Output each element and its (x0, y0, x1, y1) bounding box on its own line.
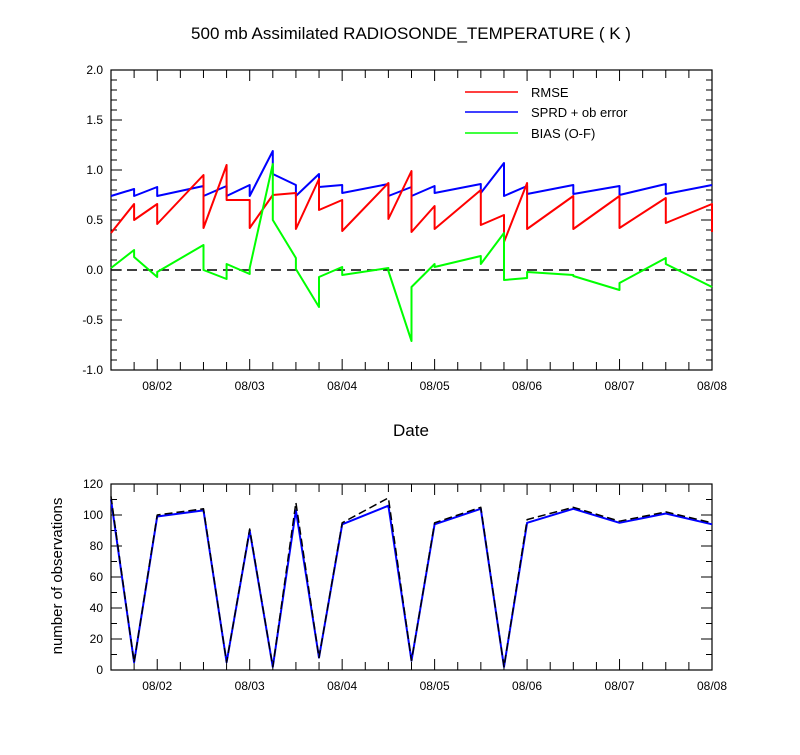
plot-frame (110, 483, 713, 671)
y-tick-label: 0.5 (86, 213, 103, 227)
legend-label-sprd: SPRD + ob error (531, 105, 628, 120)
x-tick-label: 08/08 (697, 679, 727, 693)
y-tick-label: 60 (90, 570, 104, 584)
y-tick-label: 120 (83, 477, 103, 491)
y-tick-label: 40 (90, 601, 104, 615)
series-line-bias-o-f (110, 163, 713, 342)
x-tick-label: 08/06 (512, 379, 542, 393)
x-tick-label: 08/07 (605, 679, 635, 693)
x-tick-label: 08/02 (142, 379, 172, 393)
legend: RMSE SPRD + ob error BIAS (O-F) (465, 85, 628, 141)
y-tick-label: 1.5 (86, 113, 103, 127)
y-tick-label: 2.0 (86, 63, 103, 77)
top-x-axis-label: Date (393, 421, 429, 440)
series-line-observations-solid (110, 499, 713, 668)
y-tick-label: -1.0 (82, 363, 103, 377)
x-tick-label: 08/07 (605, 379, 635, 393)
chart-panel-0: 2.0 1.5 1.0 0.5 0.0 -0.5 -1.0 08/02 08/03 08/04 08… (82, 63, 727, 393)
x-tick-label: 08/05 (420, 679, 450, 693)
y-tick-label: -0.5 (82, 313, 103, 327)
bottom-y-axis-label: number of observations (49, 498, 66, 655)
x-tick-label: 08/05 (420, 379, 450, 393)
x-tick-label: 08/04 (327, 379, 357, 393)
y-tick-label: 0 (96, 663, 103, 677)
legend-label-bias: BIAS (O-F) (531, 126, 595, 141)
x-tick-label: 08/08 (697, 379, 727, 393)
series-line-sprd-ob-error (110, 150, 713, 197)
series-line-rmse (110, 164, 713, 243)
x-tick-label: 08/06 (512, 679, 542, 693)
x-tick-label: 08/03 (235, 679, 265, 693)
y-tick-label: 1.0 (86, 163, 103, 177)
chart-panel-1: 0 20 40 60 80 100 120 08/02 08/03 08/04 08/05 08/06… (83, 477, 727, 693)
y-tick-label: 20 (90, 632, 104, 646)
x-tick-label: 08/04 (327, 679, 357, 693)
x-tick-label: 08/02 (142, 679, 172, 693)
y-tick-label: 100 (83, 508, 103, 522)
legend-label-rmse: RMSE (531, 85, 569, 100)
x-tick-label: 08/03 (235, 379, 265, 393)
chart-title: 500 mb Assimilated RADIOSONDE_TEMPERATUR… (191, 24, 631, 43)
y-tick-label: 0.0 (86, 263, 103, 277)
y-tick-label: 80 (90, 539, 104, 553)
series-line-observations-dashed (110, 496, 713, 668)
